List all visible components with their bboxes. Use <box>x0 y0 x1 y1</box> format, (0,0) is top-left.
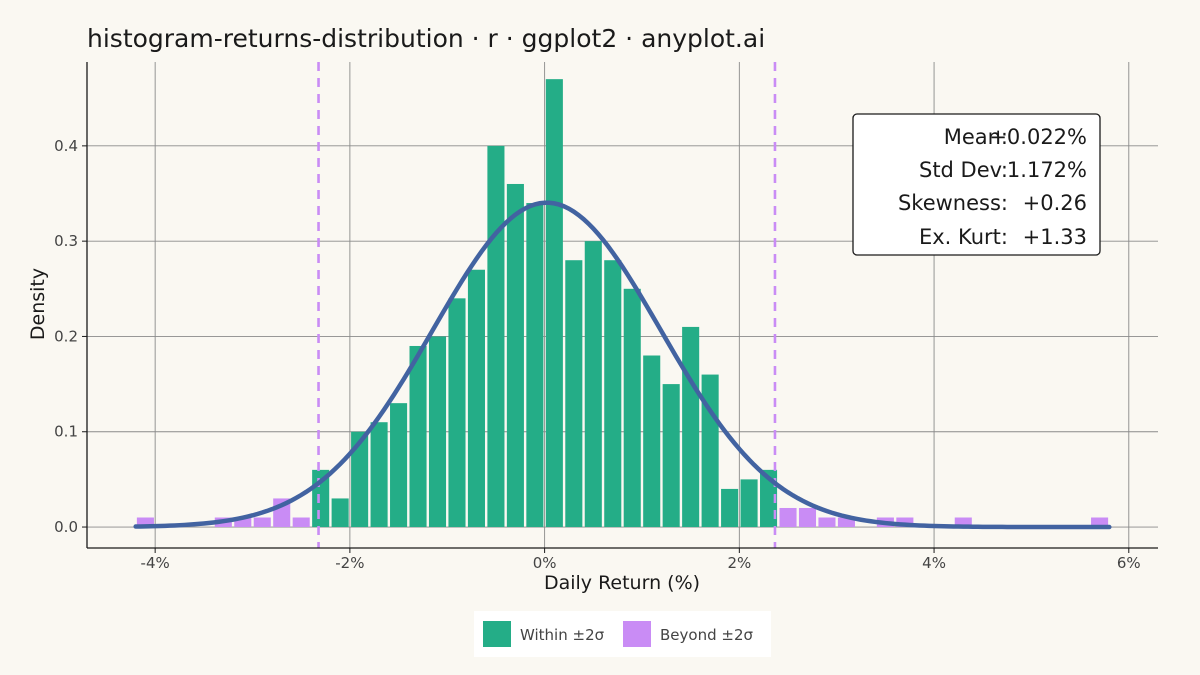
histogram-bar <box>604 260 622 528</box>
x-tick-label: 4% <box>922 554 946 572</box>
histogram-bar <box>818 517 836 528</box>
x-tick-label: 2% <box>727 554 751 572</box>
histogram-bar <box>428 336 447 528</box>
histogram-bar <box>740 479 758 528</box>
histogram-bar <box>506 183 524 528</box>
x-tick-label: -4% <box>141 554 170 572</box>
histogram-bar <box>292 517 310 528</box>
histogram-bar <box>565 260 583 528</box>
x-tick-label: 0% <box>533 554 557 572</box>
histogram-bar <box>643 355 661 528</box>
histogram-bar <box>701 374 719 528</box>
histogram-bar <box>779 507 797 528</box>
normal-density-curve <box>133 200 1112 530</box>
stats-label: Skewness: <box>898 191 1008 215</box>
legend-label: Within ±2σ <box>520 626 605 644</box>
x-axis-title: Daily Return (%) <box>544 572 700 594</box>
stats-box: Mean:+0.022% Std Dev:1.172% Skewness: +0.26… <box>852 113 1101 256</box>
histogram-bars <box>136 79 1109 528</box>
x-tick-label: -2% <box>335 554 364 572</box>
histogram-bar <box>721 488 739 528</box>
histogram-bar <box>390 403 408 528</box>
histogram-bar <box>896 517 914 528</box>
histogram-bar <box>136 517 154 528</box>
histogram-bar <box>253 517 271 528</box>
histogram-bar <box>837 517 855 528</box>
histogram-bar <box>467 269 485 528</box>
stats-value: 1.172% <box>1007 158 1087 182</box>
legend-swatch <box>623 621 651 647</box>
histogram-bar <box>409 345 427 528</box>
chart-title: histogram-returns-distribution · r · ggp… <box>87 24 765 53</box>
legend-swatch <box>483 621 511 647</box>
stats-box-frame <box>852 113 1101 256</box>
histogram-bar <box>584 241 602 528</box>
y-tick-label: 0.0 <box>54 518 78 536</box>
stats-value: +0.022% <box>989 125 1087 149</box>
histogram-bar <box>545 79 563 528</box>
x-tick-label: 6% <box>1117 554 1141 572</box>
y-tick-label: 0.3 <box>54 232 78 250</box>
histogram-bar <box>682 326 700 528</box>
histogram-bar <box>526 203 544 528</box>
histogram-bar <box>370 422 388 528</box>
stats-value: +0.26 <box>1023 191 1087 215</box>
legend-label: Beyond ±2σ <box>660 626 753 644</box>
histogram-bar <box>487 145 505 528</box>
legend-background <box>474 611 771 657</box>
y-tick-label: 0.1 <box>54 423 78 441</box>
histogram-bar <box>662 384 680 528</box>
legend: Within ±2σ Beyond ±2σ <box>474 611 771 657</box>
sigma-lines <box>317 62 777 548</box>
stats-value: +1.33 <box>1023 225 1087 249</box>
y-tick-label: 0.4 <box>54 137 78 155</box>
y-axis-title: Density <box>27 268 49 340</box>
histogram-bar <box>954 517 972 528</box>
y-axis-ticks: 0.0 0.1 0.2 0.3 0.4 <box>54 137 87 536</box>
histogram-bar <box>1091 517 1109 528</box>
histogram-bar <box>623 288 641 528</box>
axes <box>86 62 1158 549</box>
histogram-bar <box>798 507 817 528</box>
x-axis-ticks: -4% -2% 0% 2% 4% 6% <box>141 548 1141 572</box>
stats-label: Std Dev: <box>919 158 1008 182</box>
stats-label: Ex. Kurt: <box>919 225 1008 249</box>
histogram-bar <box>234 517 252 528</box>
histogram-bar <box>448 298 466 528</box>
histogram-bar <box>331 498 349 528</box>
histogram-bar <box>351 431 369 528</box>
y-tick-label: 0.2 <box>54 327 78 345</box>
stats-label: Mean: <box>944 125 1008 149</box>
